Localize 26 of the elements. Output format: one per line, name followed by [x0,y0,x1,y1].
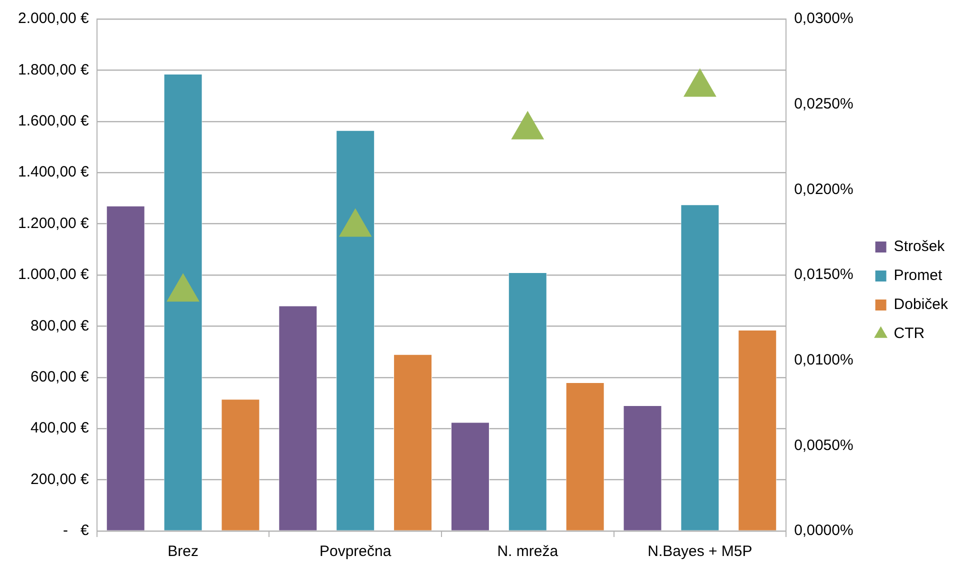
y2-tick-label: 0,0250% [794,95,854,112]
legend-label: Promet [894,267,943,284]
legend-label: CTR [894,325,925,342]
y2-tick-label: 0,0050% [794,436,854,454]
x-tick-label: Brez [168,543,198,560]
y-tick-label: 200,00 € [30,470,90,488]
x-tick-label: N. mreža [497,543,559,560]
y-tick-label: 2.000,00 € [18,10,90,28]
y2-tick-label: 0,0100% [794,351,854,368]
y-tick-label: 1.200,00 € [18,214,90,232]
y2-tick-label: 0,0000% [794,522,854,540]
legend-label: Strošek [894,238,946,256]
y2-tick-label: 0,0150% [794,266,854,284]
y-tick-label: 1.400,00 € [18,164,90,181]
y-tick-label: 800,00 € [30,317,90,334]
legend-label: Dobiček [894,296,948,314]
y-tick-label: 1.800,00 € [18,61,90,78]
y-tick-label: 400,00 € [30,420,90,437]
y-tick-label: 1.000,00 € [18,266,90,284]
y-tick-label: - € [63,522,90,540]
x-tick-label: Povprečna [319,543,392,560]
y-tick-label: 1.600,00 € [18,112,90,130]
x-tick-label: N.Bayes + M5P [648,543,752,560]
y-tick-label: 600,00 € [30,368,90,386]
y2-tick-label: 0,0300% [794,10,854,28]
y2-tick-label: 0,0200% [794,180,854,198]
